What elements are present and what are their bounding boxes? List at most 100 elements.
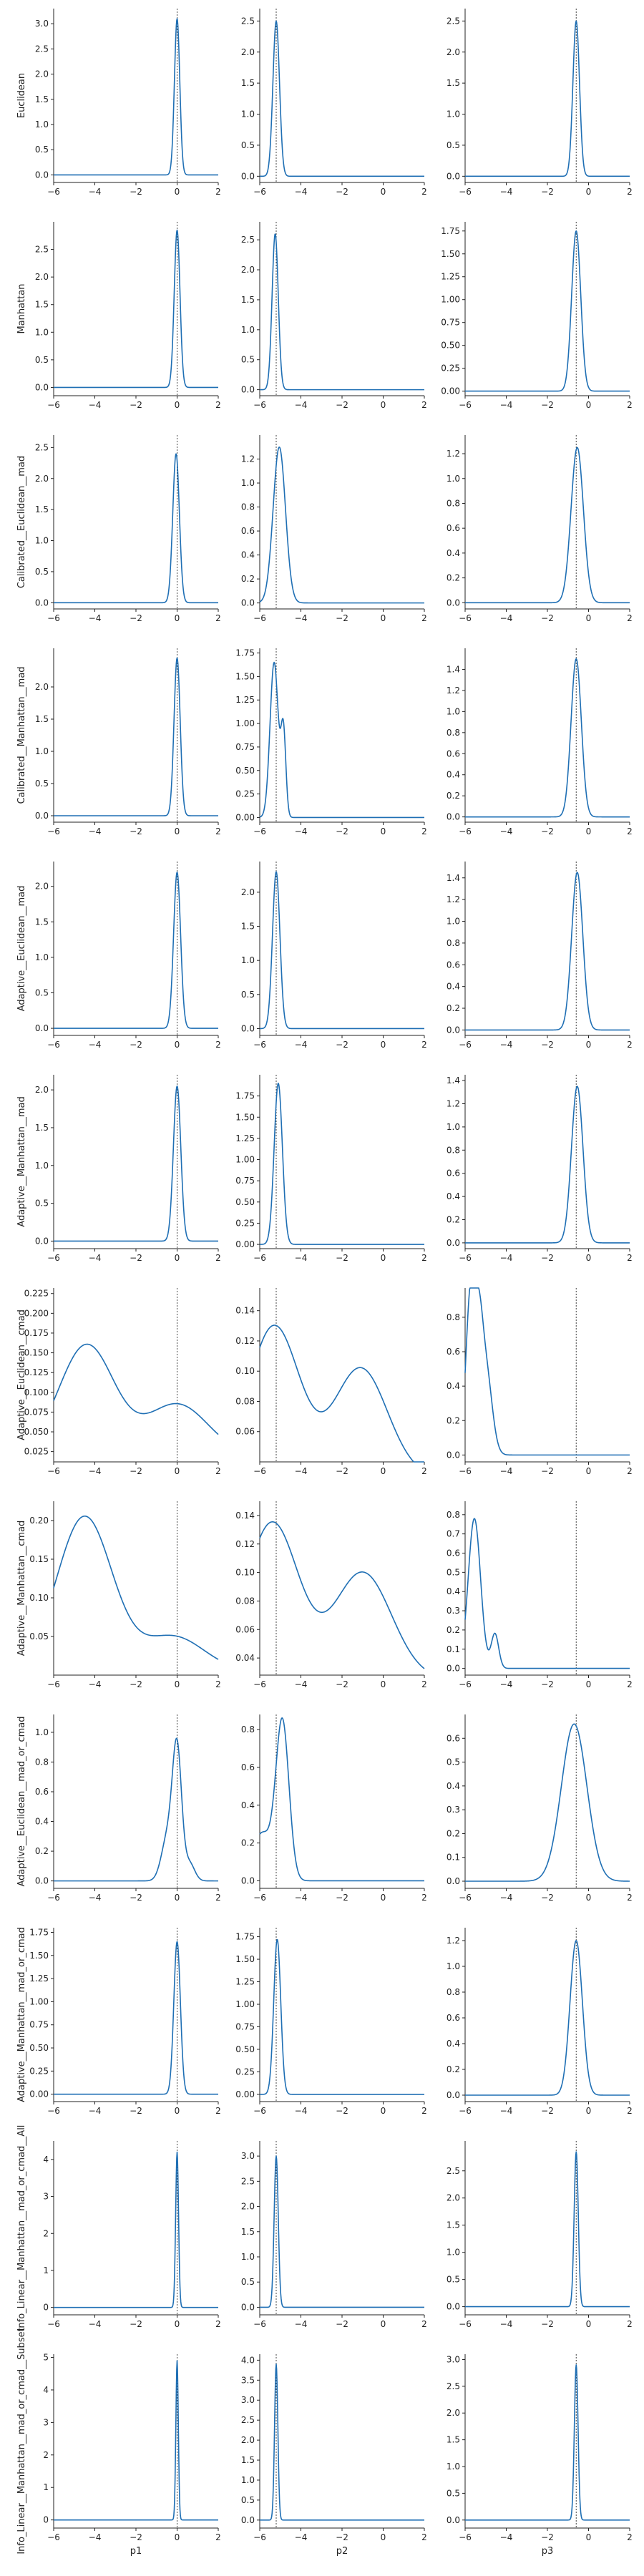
density-curve (259, 871, 425, 1030)
x-tick-label: −6 (459, 2106, 472, 2116)
y-tick-label: 1.0 (35, 119, 49, 130)
panel-r8-c1: −6 −4 −2 0 2 0.05 0.10 0.15 0.20 (29, 1501, 221, 1689)
y-tick-label: 3.0 (241, 2395, 255, 2405)
y-tick-label: 1.75 (29, 1927, 49, 1937)
y-tick-label: 0.4 (447, 1781, 460, 1791)
x-tick-label: 2 (421, 1679, 427, 1689)
panel-r11-c2: −6 −4 −2 0 2 0.0 0.5 1.0 1.5 2.0 2.5 3.0 (241, 2141, 427, 2329)
y-tick-label: 0.5 (447, 2488, 460, 2498)
y-tick-label: 2.0 (35, 882, 49, 892)
x-tick-label: −4 (500, 1040, 513, 1050)
x-tick-label: −4 (89, 2319, 102, 2329)
y-tick-label: 1.00 (29, 1996, 49, 2006)
panel-r2-c3: −6 −4 −2 0 2 0.00 0.25 0.50 0.75 1.00 1.25 1.50 1.75 (441, 222, 633, 410)
x-tick-label: 2 (421, 1253, 427, 1263)
x-tick-label: 0 (381, 613, 386, 623)
x-tick-label: 2 (627, 1040, 633, 1050)
y-tick-label: 0.5 (447, 1757, 460, 1767)
y-tick-label: 2.5 (241, 2415, 255, 2425)
y-tick-label: 0.4 (35, 1817, 49, 1827)
y-tick-label: 0.175 (24, 1328, 49, 1338)
y-tick-label: 0.75 (235, 2021, 255, 2031)
x-tick-label: 0 (381, 826, 386, 836)
y-tick-label: 0.5 (35, 145, 49, 155)
density-curve (464, 2364, 630, 2521)
x-tick-label: −2 (541, 826, 554, 836)
y-tick-label: 0.0 (35, 597, 49, 608)
y-tick-label: 0.0 (241, 2515, 255, 2525)
y-tick-label: 2.0 (447, 2193, 460, 2203)
x-tick-label: 2 (627, 1679, 633, 1689)
x-tick-label: 2 (421, 2532, 427, 2542)
y-tick-label: 0.2 (447, 1415, 460, 1425)
y-tick-label: 1.5 (35, 504, 49, 514)
panel-r1-c3: −6 −4 −2 0 2 0.0 0.5 1.0 1.5 2.0 2.5 (447, 9, 633, 197)
y-tick-label: 2.0 (241, 2202, 255, 2212)
panel-r4-c2: −6 −4 −2 0 2 0.00 0.25 0.50 0.75 1.00 1.25 1.50 1.75 (235, 648, 427, 836)
y-tick-label: 0.5 (35, 1199, 49, 1209)
y-tick-label: 1.0 (35, 1161, 49, 1171)
y-tick-label: 2 (43, 2450, 49, 2460)
y-tick-label: 0.0 (241, 1023, 255, 1033)
column-label-p1: p1 (130, 2546, 142, 2557)
x-tick-label: 0 (175, 2319, 180, 2329)
density-curve (464, 658, 630, 818)
x-tick-label: 2 (627, 1466, 633, 1476)
y-tick-label: 0.0 (35, 1023, 49, 1033)
x-tick-label: −6 (459, 2319, 472, 2329)
y-tick-label: 2.0 (447, 2408, 460, 2418)
x-tick-label: 2 (627, 2106, 633, 2116)
x-tick-label: 0 (586, 1040, 592, 1050)
y-tick-label: 0.8 (447, 1312, 460, 1322)
panel-r8-c3: −6 −4 −2 0 2 0.0 0.1 0.2 0.3 0.4 0.5 0.6 0.7 0.8 (447, 1501, 633, 1689)
density-curve (53, 657, 219, 816)
x-tick-label: −4 (295, 1466, 308, 1476)
panel-r11-c1: −6 −4 −2 0 2 0 1 2 3 4 (43, 2141, 221, 2329)
x-tick-label: 2 (215, 1893, 221, 1903)
y-tick-label: 1.5 (241, 2227, 255, 2237)
x-tick-label: −4 (295, 2532, 308, 2542)
y-tick-label: 3.5 (241, 2375, 255, 2385)
y-tick-label: 1.2 (447, 1099, 460, 1109)
x-tick-label: −2 (130, 187, 142, 197)
y-tick-label: 0.6 (241, 526, 255, 536)
y-tick-label: 1.0 (447, 917, 460, 927)
y-tick-label: 1.5 (241, 922, 255, 932)
y-tick-label: 1.50 (235, 1954, 255, 1964)
y-tick-label: 1.5 (447, 2435, 460, 2445)
x-tick-label: −2 (130, 1040, 142, 1050)
panel-r5-c1: −6 −4 −2 0 2 0.0 0.5 1.0 1.5 2.0 (35, 862, 221, 1050)
y-tick-label: 0 (43, 2515, 49, 2525)
y-tick-label: 0.20 (29, 1516, 49, 1526)
panel-r9-c2: −6 −4 −2 0 2 0.0 0.2 0.4 0.6 0.8 (241, 1714, 427, 1903)
y-tick-label: 0.4 (447, 1381, 460, 1391)
x-tick-label: 0 (175, 1893, 180, 1903)
x-tick-label: 0 (381, 2532, 386, 2542)
x-tick-label: 0 (175, 400, 180, 410)
x-tick-label: 2 (421, 826, 427, 836)
y-tick-label: 0.2 (447, 2064, 460, 2074)
y-tick-label: 0 (43, 2303, 49, 2313)
panel-r6-c1: −6 −4 −2 0 2 0.0 0.5 1.0 1.5 2.0 (35, 1075, 221, 1263)
x-tick-label: −2 (541, 613, 554, 623)
x-tick-label: 0 (381, 1466, 386, 1476)
x-tick-label: −2 (130, 1679, 142, 1689)
y-tick-label: 1.5 (241, 295, 255, 305)
y-tick-label: 2.5 (447, 16, 460, 26)
y-tick-label: 0.0 (447, 1450, 460, 1460)
density-curve (259, 2363, 425, 2521)
y-tick-label: 0.150 (24, 1348, 49, 1358)
x-tick-label: −4 (89, 400, 102, 410)
y-tick-label: 0.25 (235, 1218, 255, 1228)
y-tick-label: 1.0 (241, 2475, 255, 2485)
y-tick-label: 2.0 (35, 1085, 49, 1095)
density-curve (259, 1521, 425, 1669)
x-tick-label: 2 (215, 1040, 221, 1050)
y-tick-label: 4 (43, 2385, 49, 2395)
y-tick-label: 0.5 (35, 355, 49, 365)
x-tick-label: −4 (89, 1253, 102, 1263)
x-tick-label: −6 (253, 2532, 266, 2542)
x-tick-label: −2 (541, 1040, 554, 1050)
y-tick-label: 4 (43, 2155, 49, 2165)
panel-r10-c3: −6 −4 −2 0 2 0.0 0.2 0.4 0.6 0.8 1.0 1.2 (447, 1928, 633, 2116)
